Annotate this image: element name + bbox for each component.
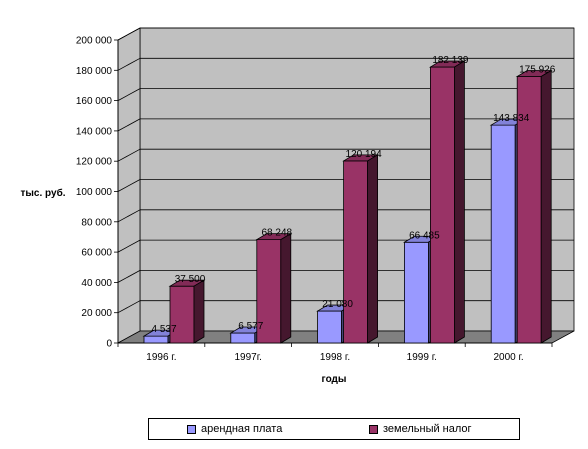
data-label: 182 139 <box>432 55 469 66</box>
bar-side <box>280 232 292 344</box>
gridline-side <box>117 300 141 314</box>
x-tick-label: 1998 г. <box>320 352 350 363</box>
x-tick-label: 1996 г. <box>146 352 176 363</box>
bars <box>142 60 553 344</box>
bar-side <box>193 279 205 344</box>
y-axis-title: тыс. руб. <box>20 187 65 199</box>
gridline-side <box>117 179 141 192</box>
legend-item-land-tax: земельный налог <box>369 423 472 435</box>
bar-front <box>429 66 455 344</box>
bar-front <box>343 160 369 344</box>
x-axis-ticks: 1996 г. 1997г. 1998 г. 1999 г. 2000 г. <box>117 343 553 363</box>
data-label: 6 577 <box>238 321 263 332</box>
data-label: 21 080 <box>322 299 353 310</box>
bar-land-tax <box>428 60 466 344</box>
bar-front <box>317 310 343 344</box>
bar-front <box>230 332 256 344</box>
gridline-side <box>117 27 141 41</box>
legend-item-rent: арендная плата <box>187 423 282 435</box>
gridline-side <box>117 148 141 162</box>
x-tick-label: 1999 г. <box>407 352 437 363</box>
bar-land-tax <box>342 154 380 344</box>
bar-front <box>490 124 516 344</box>
legend-label-rent: арендная плата <box>201 423 283 435</box>
bar-front <box>403 241 429 344</box>
data-label: 66 485 <box>409 230 440 241</box>
y-tick-label: 160 000 <box>76 96 113 107</box>
y-tick-label: 200 000 <box>76 36 113 47</box>
bar-land-tax <box>168 279 206 344</box>
bar-front <box>143 335 169 344</box>
bar-front <box>256 239 282 344</box>
data-label: 4 537 <box>151 324 176 335</box>
x-tick-label: 2000 г. <box>493 352 523 363</box>
data-label: 120 194 <box>346 149 383 160</box>
data-label: 175 926 <box>519 64 556 75</box>
y-tick-label: 20 000 <box>81 308 112 319</box>
data-label: 143 834 <box>493 113 530 124</box>
gridline-side <box>117 239 141 253</box>
data-label: 37 500 <box>175 274 206 285</box>
x-axis-title: годы <box>322 374 347 385</box>
legend: арендная плата земельный налог <box>148 418 520 440</box>
y-tick-label: 60 000 <box>81 248 112 259</box>
bar-side <box>367 154 379 344</box>
y-tick-label: 40 000 <box>81 278 112 289</box>
gridline-side <box>117 118 141 132</box>
y-tick-label: 140 000 <box>76 126 113 137</box>
data-label: 68 248 <box>262 228 293 239</box>
x-tick-label: 1997г. <box>234 352 261 363</box>
bar-land-tax <box>255 232 293 344</box>
y-tick-label: 80 000 <box>81 217 112 228</box>
gridline-side <box>117 57 141 71</box>
y-tick-label: 100 000 <box>76 187 113 198</box>
gridline-side <box>117 88 141 101</box>
data-labels: 4 537 37 500 6 577 68 248 21 080 120 194 66 48… <box>151 55 555 335</box>
y-tick-label: 180 000 <box>76 66 113 77</box>
y-axis-ticks: 0 20 000 40 000 60 000 80 000 100 000 120 000 1… <box>76 36 552 350</box>
legend-label-land-tax: земельный налог <box>383 423 472 435</box>
bar-side <box>540 69 552 344</box>
bar-front <box>169 285 195 344</box>
bar-land-tax <box>515 69 553 344</box>
legend-swatch-land-tax <box>369 424 378 434</box>
legend-swatch-rent <box>187 424 196 434</box>
y-tick-label: 120 000 <box>76 157 113 168</box>
y-tick-label: 0 <box>106 339 112 350</box>
bar-front <box>516 76 542 344</box>
gridline-side <box>117 209 141 223</box>
gridline-side <box>117 270 141 283</box>
bar-side <box>453 60 465 344</box>
